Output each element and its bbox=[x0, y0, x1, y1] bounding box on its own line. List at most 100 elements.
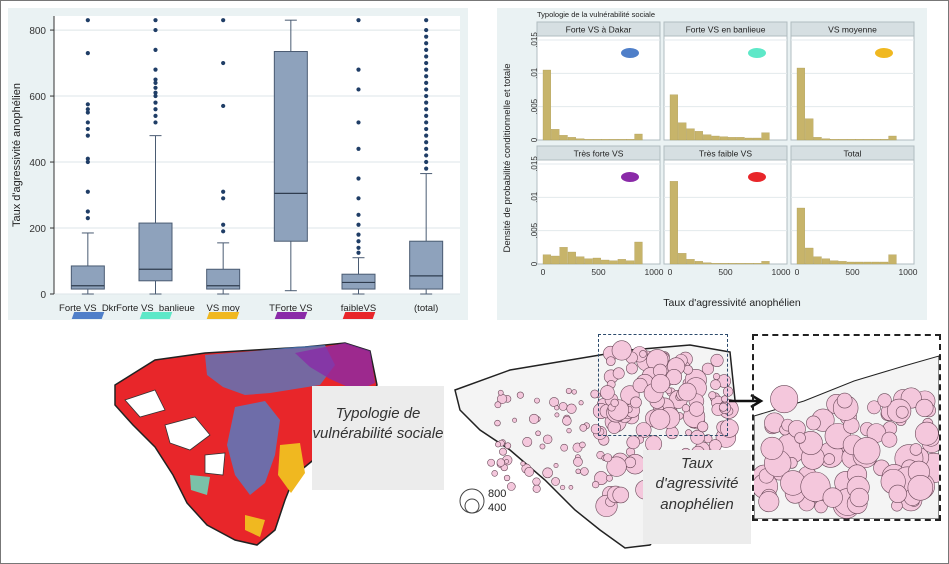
facet-5: Total 0 500 1000 bbox=[790, 145, 918, 277]
rate-circle bbox=[553, 463, 559, 468]
rate-circle bbox=[612, 486, 629, 504]
outlier-point bbox=[153, 85, 158, 90]
rate-circle bbox=[573, 457, 583, 467]
rate-circle bbox=[516, 391, 524, 399]
rate-circle bbox=[632, 377, 648, 393]
zoom-circles bbox=[754, 385, 939, 519]
histogram-bar bbox=[592, 257, 601, 265]
rate-caption: Taux d'agressivité anophélien bbox=[643, 450, 751, 544]
boxplot-panel: 0 200 400 600 800 Taux d'agressivité anophéli… bbox=[8, 8, 468, 320]
rate-circle bbox=[497, 389, 504, 396]
category-label: TForte VS bbox=[269, 303, 312, 314]
category-label: faibleVS bbox=[341, 303, 376, 314]
histogram-bar bbox=[830, 139, 839, 141]
outlier-point bbox=[356, 87, 361, 92]
histogram-bar bbox=[542, 254, 551, 265]
histogram-bar bbox=[576, 138, 585, 141]
rate-circle bbox=[630, 396, 642, 409]
outlier-point bbox=[221, 18, 226, 23]
rate-circle bbox=[534, 397, 540, 404]
histogram-bar bbox=[559, 247, 568, 265]
histogram-y-label: Densité de probabilité conditionnelle et… bbox=[502, 63, 513, 252]
outlier-point bbox=[356, 239, 361, 244]
rate-circle bbox=[849, 487, 869, 508]
facet-plot-area bbox=[536, 35, 661, 141]
outlier-point bbox=[153, 113, 158, 118]
histogram-bar bbox=[813, 137, 822, 141]
histogram-bar bbox=[719, 136, 728, 141]
outlier-point bbox=[424, 113, 429, 118]
histogram-bar bbox=[863, 261, 872, 265]
histogram-bar bbox=[567, 251, 576, 265]
y-tick-label: 0 bbox=[530, 137, 539, 142]
histogram-bar bbox=[686, 259, 695, 265]
histogram-bar bbox=[736, 137, 745, 141]
rate-circle bbox=[571, 389, 577, 395]
histogram-bar bbox=[753, 263, 762, 265]
outlier-point bbox=[85, 110, 90, 115]
rate-circle bbox=[681, 404, 690, 413]
outlier-point bbox=[153, 47, 158, 52]
histogram-bar bbox=[728, 263, 737, 265]
outlier-point bbox=[424, 41, 429, 46]
rate-circle bbox=[760, 436, 784, 460]
histogram-bar bbox=[805, 118, 814, 141]
histogram-bar bbox=[744, 137, 753, 141]
outlier-point bbox=[85, 18, 90, 23]
outlier-point bbox=[85, 156, 90, 161]
rate-circle bbox=[895, 405, 909, 419]
histogram-bar bbox=[551, 255, 560, 265]
outlier-point bbox=[424, 74, 429, 79]
outlier-point bbox=[153, 107, 158, 112]
rate-circle bbox=[649, 408, 671, 430]
facet-plot-area bbox=[790, 159, 915, 265]
category-label: VS moy bbox=[207, 303, 241, 314]
boxplot-chart: 0 200 400 600 800 Taux d'agressivité anophéli… bbox=[11, 16, 460, 314]
x-tick-label: 1000 bbox=[772, 267, 791, 277]
legend-swatch-1 bbox=[139, 312, 172, 319]
rate-circle bbox=[823, 453, 836, 465]
y-tick-label: .015 bbox=[530, 32, 539, 48]
rate-circles bbox=[487, 340, 739, 518]
rate-circle bbox=[867, 400, 881, 415]
histogram-bar bbox=[592, 139, 601, 141]
x-tick-label: 0 bbox=[795, 267, 800, 277]
outlier-point bbox=[356, 18, 361, 23]
outlier-point bbox=[153, 93, 158, 99]
histogram-bar bbox=[626, 260, 635, 265]
y-tick-label: .005 bbox=[530, 222, 539, 238]
rate-circle bbox=[722, 386, 734, 397]
histogram-bar bbox=[601, 139, 610, 141]
rate-circle bbox=[625, 362, 638, 375]
histogram-bar bbox=[703, 262, 712, 265]
histogram-bar bbox=[678, 253, 687, 265]
histogram-bar bbox=[617, 259, 626, 265]
facet-title: Forte VS à Dakar bbox=[566, 25, 632, 35]
outlier-point bbox=[424, 80, 429, 85]
histogram-bar bbox=[838, 139, 847, 141]
rate-circle bbox=[758, 491, 780, 513]
rate-circle bbox=[560, 484, 566, 491]
rate-circle bbox=[822, 487, 843, 508]
outlier-point bbox=[356, 67, 361, 72]
box-2 bbox=[206, 18, 241, 295]
rate-circle bbox=[626, 435, 640, 450]
rate-circle bbox=[554, 412, 560, 418]
y-tick-label: .015 bbox=[530, 156, 539, 172]
outlier-point bbox=[424, 27, 429, 33]
facet-title: Très faible VS bbox=[699, 149, 752, 159]
histogram-bar bbox=[888, 135, 897, 141]
rate-circle bbox=[678, 382, 697, 402]
rate-circle bbox=[612, 367, 625, 380]
histogram-bar bbox=[601, 259, 610, 265]
circle-legend-label-400: 400 bbox=[488, 502, 507, 514]
typology-map bbox=[114, 342, 378, 546]
x-tick-label: 1000 bbox=[645, 267, 664, 277]
histogram-bar bbox=[871, 261, 880, 265]
rate-circle bbox=[710, 379, 721, 390]
histogram-bar bbox=[855, 139, 864, 141]
box-1 bbox=[138, 18, 173, 295]
rate-circle bbox=[606, 456, 627, 477]
rate-circle bbox=[909, 443, 923, 456]
rate-circle bbox=[800, 471, 831, 502]
